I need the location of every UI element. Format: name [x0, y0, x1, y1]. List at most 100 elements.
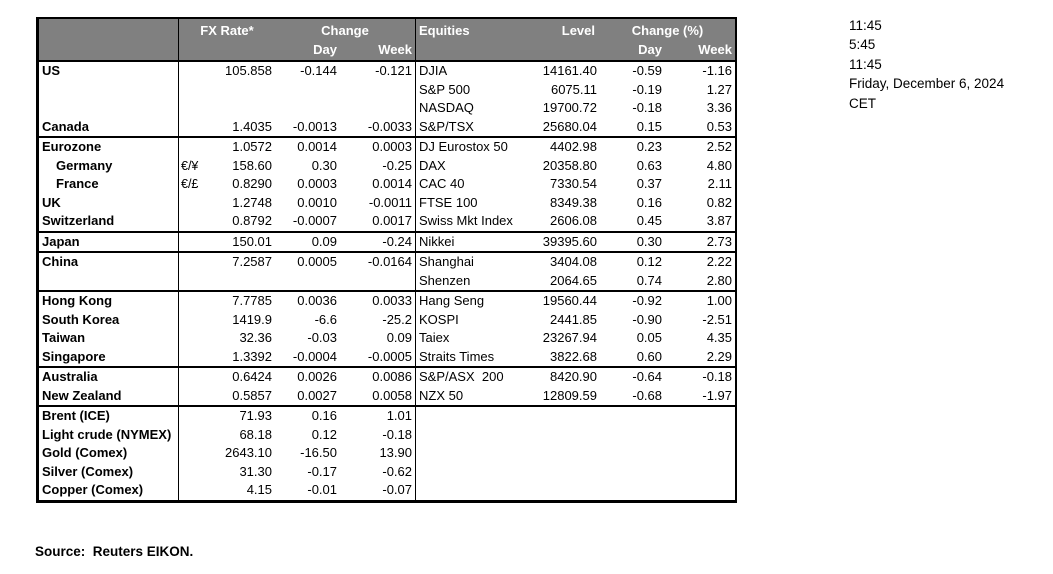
fx-day-change-cell: -0.01 [307, 482, 337, 497]
fx-day-change-cell: -0.0013 [292, 118, 337, 134]
header-empty-cell [523, 40, 600, 60]
fx-day-change-cell: -0.0004 [292, 348, 337, 364]
equity-week-change-cell: 4.80 [706, 157, 732, 173]
fx-pair-cell [179, 348, 209, 367]
table-row: Japan 150.01 0.09 -0.24 Nikkei 39395.60 0.30 2.… [39, 232, 735, 252]
table-row: S&P 500 6075.11 -0.19 1.27 [39, 80, 735, 100]
equity-day-change-cell: 0.23 [636, 139, 662, 154]
equity-week-change-cell [665, 481, 735, 500]
equity-week-change-cell: 2.52 [706, 139, 732, 154]
table-section: Japan 150.01 0.09 -0.24 Nikkei 39395.60 0.30 2.… [39, 230, 735, 252]
equity-day-change-cell: 0.12 [636, 254, 662, 269]
table-row: UK 1.2748 0.0010 -0.0011 FTSE 100 8349.38 0.16… [39, 193, 735, 212]
equity-level-cell: 8420.90 [550, 369, 597, 384]
fx-country-cell: China [39, 253, 179, 272]
table-row: Gold (Comex) 2643.10 -16.50 13.90 [39, 444, 735, 463]
equity-week-change-cell: 3.87 [706, 213, 732, 228]
equity-level-cell [523, 426, 600, 445]
fx-week-change-cell: 0.0058 [340, 386, 416, 405]
fx-day-change-cell: 0.0005 [297, 254, 337, 269]
fx-country-cell: Switzerland [39, 212, 179, 231]
equity-week-change-cell: -0.18 [702, 369, 732, 384]
fx-day-header: Day [313, 42, 337, 57]
table-row: Germany €/¥ 158.60 0.30 -0.25 DAX 20358.80 0.63… [39, 156, 735, 175]
equity-name-cell: DJ Eurostox 50 [419, 139, 508, 154]
fx-rate-cell: 1.3392 [232, 348, 272, 364]
equity-week-change-cell: -2.51 [702, 311, 732, 327]
table-row: Hong Kong 7.7785 0.0036 0.0033 Hang Seng 1956… [39, 292, 735, 311]
time-line-1: 11:45 [849, 18, 882, 33]
equity-week-change-cell: 0.53 [706, 118, 732, 134]
equity-day-change-cell [600, 426, 665, 445]
fx-pair-cell [179, 481, 209, 500]
time-line-3: 11:45 [849, 56, 882, 72]
equity-day-change-cell: 0.74 [636, 272, 662, 288]
fx-pair-cell [179, 272, 209, 291]
fx-country-cell: Singapore [39, 347, 179, 366]
fx-pair-cell: €/¥ [181, 158, 199, 173]
equity-day-change-cell: 0.37 [636, 176, 662, 191]
fx-week-change-cell: -0.0005 [340, 347, 416, 366]
fx-rate-cell: 1.4035 [232, 118, 272, 134]
timestamp-panel: 11:45 5:45 11:45 Friday, December 6, 202… [849, 16, 1004, 113]
fx-pair-cell [179, 463, 209, 482]
equity-name-cell [416, 481, 523, 500]
table-section: China 7.2587 0.0005 -0.0164 Shanghai 3404.08 0… [39, 251, 735, 290]
fx-week-change-cell: -25.2 [340, 310, 416, 329]
equity-name-cell: Swiss Mkt Index [419, 213, 513, 228]
fx-day-change-cell: 0.0027 [297, 387, 337, 403]
equity-day-change-cell: -0.19 [632, 81, 662, 97]
equity-week-change-cell: -1.97 [702, 387, 732, 403]
fx-week-change-cell: 0.0003 [340, 138, 416, 157]
fx-day-change-cell [275, 81, 340, 100]
equity-name-cell: CAC 40 [419, 176, 465, 191]
equity-level-cell [523, 407, 600, 426]
table-row: Copper (Comex) 4.15 -0.01 -0.07 [39, 481, 735, 500]
fx-day-change-cell: 0.0010 [297, 194, 337, 210]
fx-country-cell: Silver (Comex) [39, 462, 179, 481]
fx-country-cell: Light crude (NYMEX) [39, 425, 179, 444]
fx-country-cell: Taiwan [39, 329, 179, 348]
fx-rate-cell: 150.01 [232, 233, 272, 249]
fx-country-cell [39, 271, 179, 290]
fx-pair-cell [179, 233, 209, 252]
fx-pair-cell [179, 253, 209, 272]
table-row: Canada 1.4035 -0.0013 -0.0033 S&P/TSX 25680.0… [39, 117, 735, 136]
fx-week-change-cell: 0.0017 [340, 212, 416, 231]
table-row: Light crude (NYMEX) 68.18 0.12 -0.18 [39, 425, 735, 445]
equity-level-cell: 12809.59 [542, 387, 597, 403]
table-row: China 7.2587 0.0005 -0.0164 Shanghai 3404.08 0… [39, 253, 735, 272]
equity-level-cell: 8349.38 [550, 194, 597, 210]
fx-rate-header: FX Rate* [200, 23, 254, 38]
fx-rate-cell: 7.2587 [232, 254, 272, 269]
equity-day-change-cell: -0.90 [632, 311, 662, 327]
table-row: Brent (ICE) 71.93 0.16 1.01 [39, 407, 735, 426]
table-row: US 105.858 -0.144 -0.121 DJIA 14161.40 -0.59 -1… [39, 62, 735, 81]
fx-country-cell: Canada [39, 117, 179, 136]
fx-rate-cell: 4.15 [246, 482, 272, 497]
fx-country-cell: Hong Kong [39, 292, 179, 311]
equity-day-change-cell: -0.18 [632, 100, 662, 115]
fx-week-header: Week [340, 40, 416, 60]
fx-pair-cell [179, 426, 209, 445]
fx-day-change-cell: 0.0026 [297, 369, 337, 384]
equity-level-cell: 3822.68 [550, 348, 597, 364]
equity-day-change-cell [600, 463, 665, 482]
table-row: France €/£ 0.8290 0.0003 0.0014 CAC 40 7330.54… [39, 175, 735, 194]
fx-rate-cell: 7.7785 [232, 293, 272, 308]
fx-pair-cell [179, 81, 209, 100]
equity-name-cell: Straits Times [419, 348, 495, 364]
table-row: Singapore 1.3392 -0.0004 -0.0005 Straits Tim… [39, 347, 735, 367]
equities-header: Equities [419, 23, 470, 38]
equity-level-cell: 23267.94 [542, 330, 597, 345]
equity-name-cell: S&P/TSX [419, 118, 474, 134]
table-body: US 105.858 -0.144 -0.121 DJIA 14161.40 -0.59 -1… [39, 60, 735, 500]
table-row: Taiwan 32.36 -0.03 0.09 Taiex 23267.94 0.05 4.3… [39, 329, 735, 348]
equity-name-cell [416, 407, 523, 426]
fx-week-change-cell: -0.24 [340, 232, 416, 251]
equity-level-cell [523, 463, 600, 482]
fx-day-change-cell: 0.12 [311, 426, 337, 442]
fx-rate-cell: 158.60 [232, 157, 272, 173]
fx-change-header: Change [275, 19, 416, 40]
equity-level-cell: 14161.40 [542, 63, 597, 78]
